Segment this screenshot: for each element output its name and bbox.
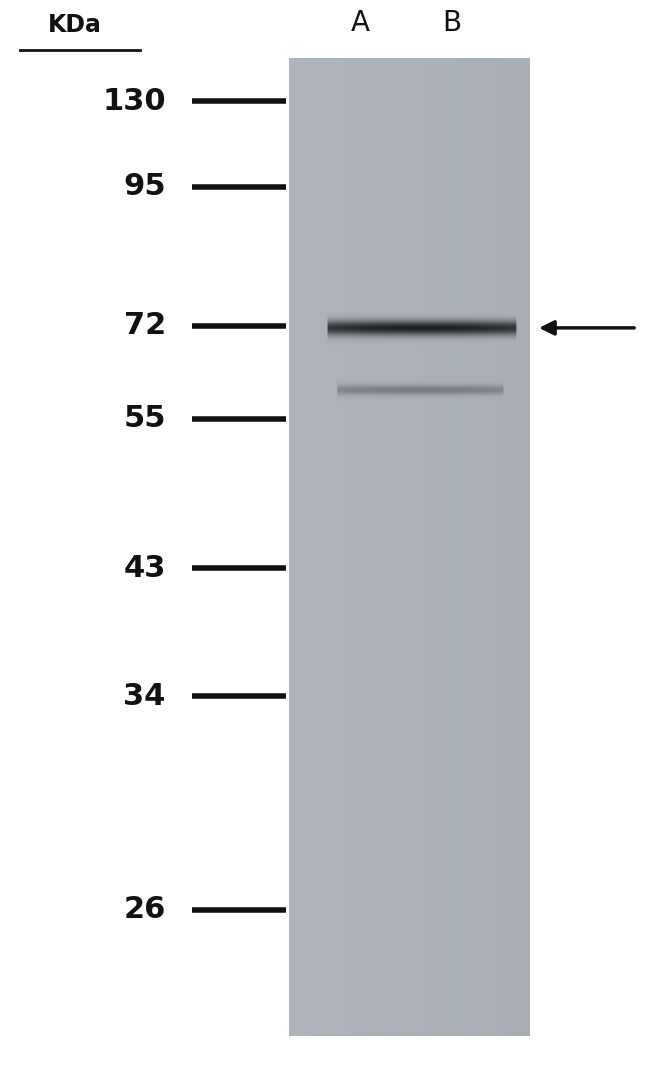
Text: 95: 95 [123, 172, 166, 202]
Text: B: B [442, 10, 462, 37]
Text: 130: 130 [102, 87, 166, 116]
Text: A: A [351, 10, 370, 37]
Text: 43: 43 [124, 553, 166, 583]
Text: 72: 72 [124, 311, 166, 341]
Text: 26: 26 [124, 895, 166, 925]
Text: KDa: KDa [48, 14, 101, 37]
Text: 34: 34 [124, 681, 166, 711]
Text: 55: 55 [124, 404, 166, 434]
